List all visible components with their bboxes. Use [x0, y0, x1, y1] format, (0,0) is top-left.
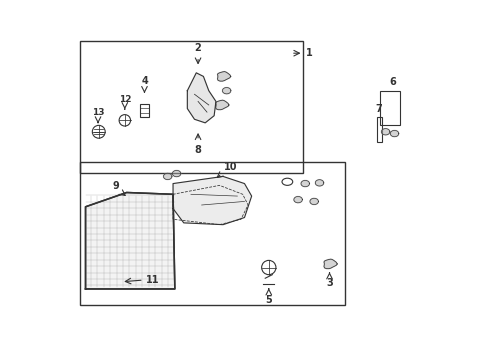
- Text: 9: 9: [112, 181, 119, 192]
- Text: 5: 5: [265, 296, 272, 305]
- Text: 12: 12: [118, 95, 131, 104]
- Polygon shape: [315, 180, 323, 186]
- Bar: [380, 91, 399, 125]
- Text: 8: 8: [194, 145, 201, 155]
- Bar: [80, 41, 303, 173]
- Text: 6: 6: [388, 77, 395, 87]
- Polygon shape: [301, 180, 309, 187]
- Bar: [80, 162, 344, 305]
- Polygon shape: [172, 170, 181, 177]
- Polygon shape: [389, 130, 398, 137]
- Bar: [376, 117, 381, 143]
- Text: 7: 7: [374, 104, 381, 114]
- Polygon shape: [323, 259, 337, 269]
- Polygon shape: [217, 72, 230, 81]
- Bar: [140, 104, 149, 117]
- Polygon shape: [85, 193, 175, 289]
- Polygon shape: [187, 73, 216, 123]
- Text: 11: 11: [145, 275, 159, 285]
- Polygon shape: [293, 197, 302, 203]
- Text: 4: 4: [142, 76, 148, 86]
- Text: 3: 3: [325, 278, 332, 288]
- Text: 1: 1: [305, 48, 312, 58]
- Text: 13: 13: [92, 108, 104, 117]
- Polygon shape: [381, 129, 389, 135]
- Text: 10: 10: [224, 162, 237, 172]
- Polygon shape: [215, 100, 228, 110]
- Polygon shape: [173, 176, 251, 225]
- Polygon shape: [309, 198, 318, 204]
- Polygon shape: [222, 87, 230, 94]
- Polygon shape: [163, 173, 172, 180]
- Text: 2: 2: [194, 43, 201, 53]
